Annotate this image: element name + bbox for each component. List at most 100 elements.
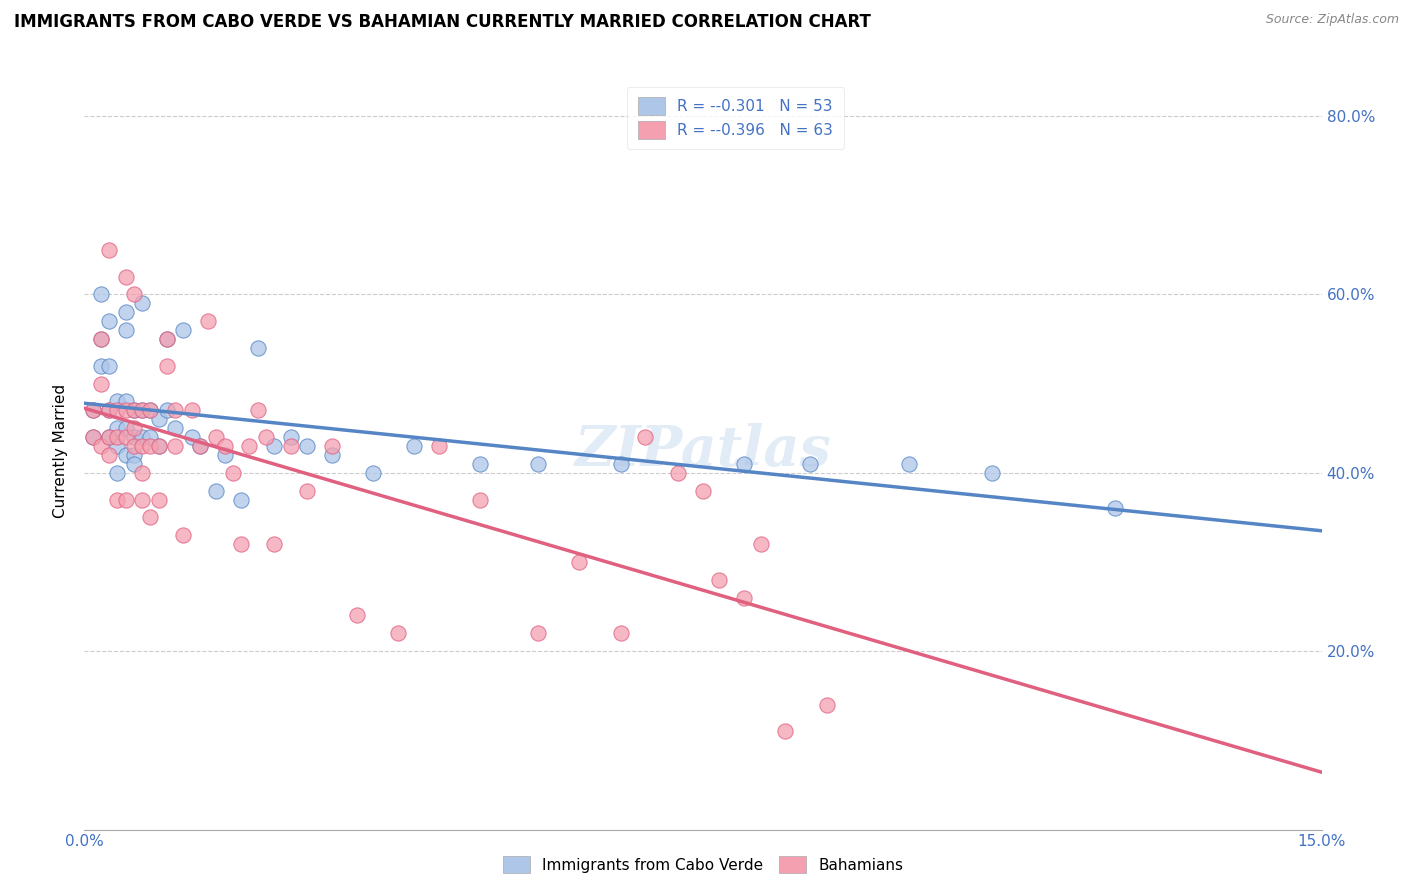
Point [180,403,202,417]
Point [214,439,236,453]
Point [98,359,121,373]
Point [470,492,492,507]
Point [172,323,194,337]
Point [229,492,252,507]
Point [799,457,821,471]
Point [90,332,112,346]
Text: IMMIGRANTS FROM CABO VERDE VS BAHAMIAN CURRENTLY MARRIED CORRELATION CHART: IMMIGRANTS FROM CABO VERDE VS BAHAMIAN C… [14,13,870,31]
Point [165,439,187,453]
Point [98,448,121,462]
Point [122,448,145,462]
Point [131,492,153,507]
Point [105,430,128,444]
Point [148,439,170,453]
Point [114,394,136,409]
Point [156,332,179,346]
Point [90,376,112,391]
Point [82,430,104,444]
Point [90,439,112,453]
Point [156,359,179,373]
Point [114,430,136,444]
Point [122,287,145,301]
Point [165,403,187,417]
Point [105,394,128,409]
Text: Source: ZipAtlas.com: Source: ZipAtlas.com [1265,13,1399,27]
Point [105,403,128,417]
Point [105,466,128,480]
Point [229,537,252,551]
Point [98,243,121,257]
Point [980,466,1002,480]
Point [609,626,631,640]
Point [188,439,211,453]
Point [165,421,187,435]
Point [749,537,772,551]
Point [122,403,145,417]
Point [180,430,202,444]
Point [131,403,153,417]
Point [346,608,368,623]
Point [404,439,426,453]
Point [280,430,302,444]
Y-axis label: Currently Married: Currently Married [53,384,69,517]
Point [122,430,145,444]
Point [775,724,797,739]
Point [263,537,285,551]
Legend: R = --0.301   N = 53, R = --0.396   N = 63: R = --0.301 N = 53, R = --0.396 N = 63 [627,87,844,149]
Point [114,323,136,337]
Point [197,314,219,328]
Point [254,430,277,444]
Point [156,332,179,346]
Point [82,430,104,444]
Point [139,439,162,453]
Point [205,430,228,444]
Point [156,403,179,417]
Point [634,430,657,444]
Point [361,466,384,480]
Point [114,421,136,435]
Point [122,439,145,453]
Point [470,457,492,471]
Point [609,457,631,471]
Text: ZIPatlas: ZIPatlas [575,423,831,478]
Point [148,412,170,426]
Point [815,698,838,712]
Point [122,421,145,435]
Point [733,457,755,471]
Point [114,448,136,462]
Point [131,430,153,444]
Point [387,626,409,640]
Point [295,483,318,498]
Point [105,492,128,507]
Point [82,403,104,417]
Point [90,287,112,301]
Point [214,448,236,462]
Point [246,403,269,417]
Point [205,483,228,498]
Point [263,439,285,453]
Point [98,403,121,417]
Point [733,591,755,605]
Point [246,341,269,355]
Point [114,403,136,417]
Legend: Immigrants from Cabo Verde, Bahamians: Immigrants from Cabo Verde, Bahamians [494,847,912,882]
Point [139,510,162,524]
Point [114,305,136,319]
Point [114,492,136,507]
Point [139,403,162,417]
Point [122,457,145,471]
Point [105,421,128,435]
Point [139,430,162,444]
Point [98,430,121,444]
Point [427,439,450,453]
Point [105,439,128,453]
Point [692,483,714,498]
Point [527,626,550,640]
Point [131,296,153,310]
Point [98,403,121,417]
Point [898,457,921,471]
Point [131,439,153,453]
Point [90,332,112,346]
Point [172,528,194,542]
Point [148,439,170,453]
